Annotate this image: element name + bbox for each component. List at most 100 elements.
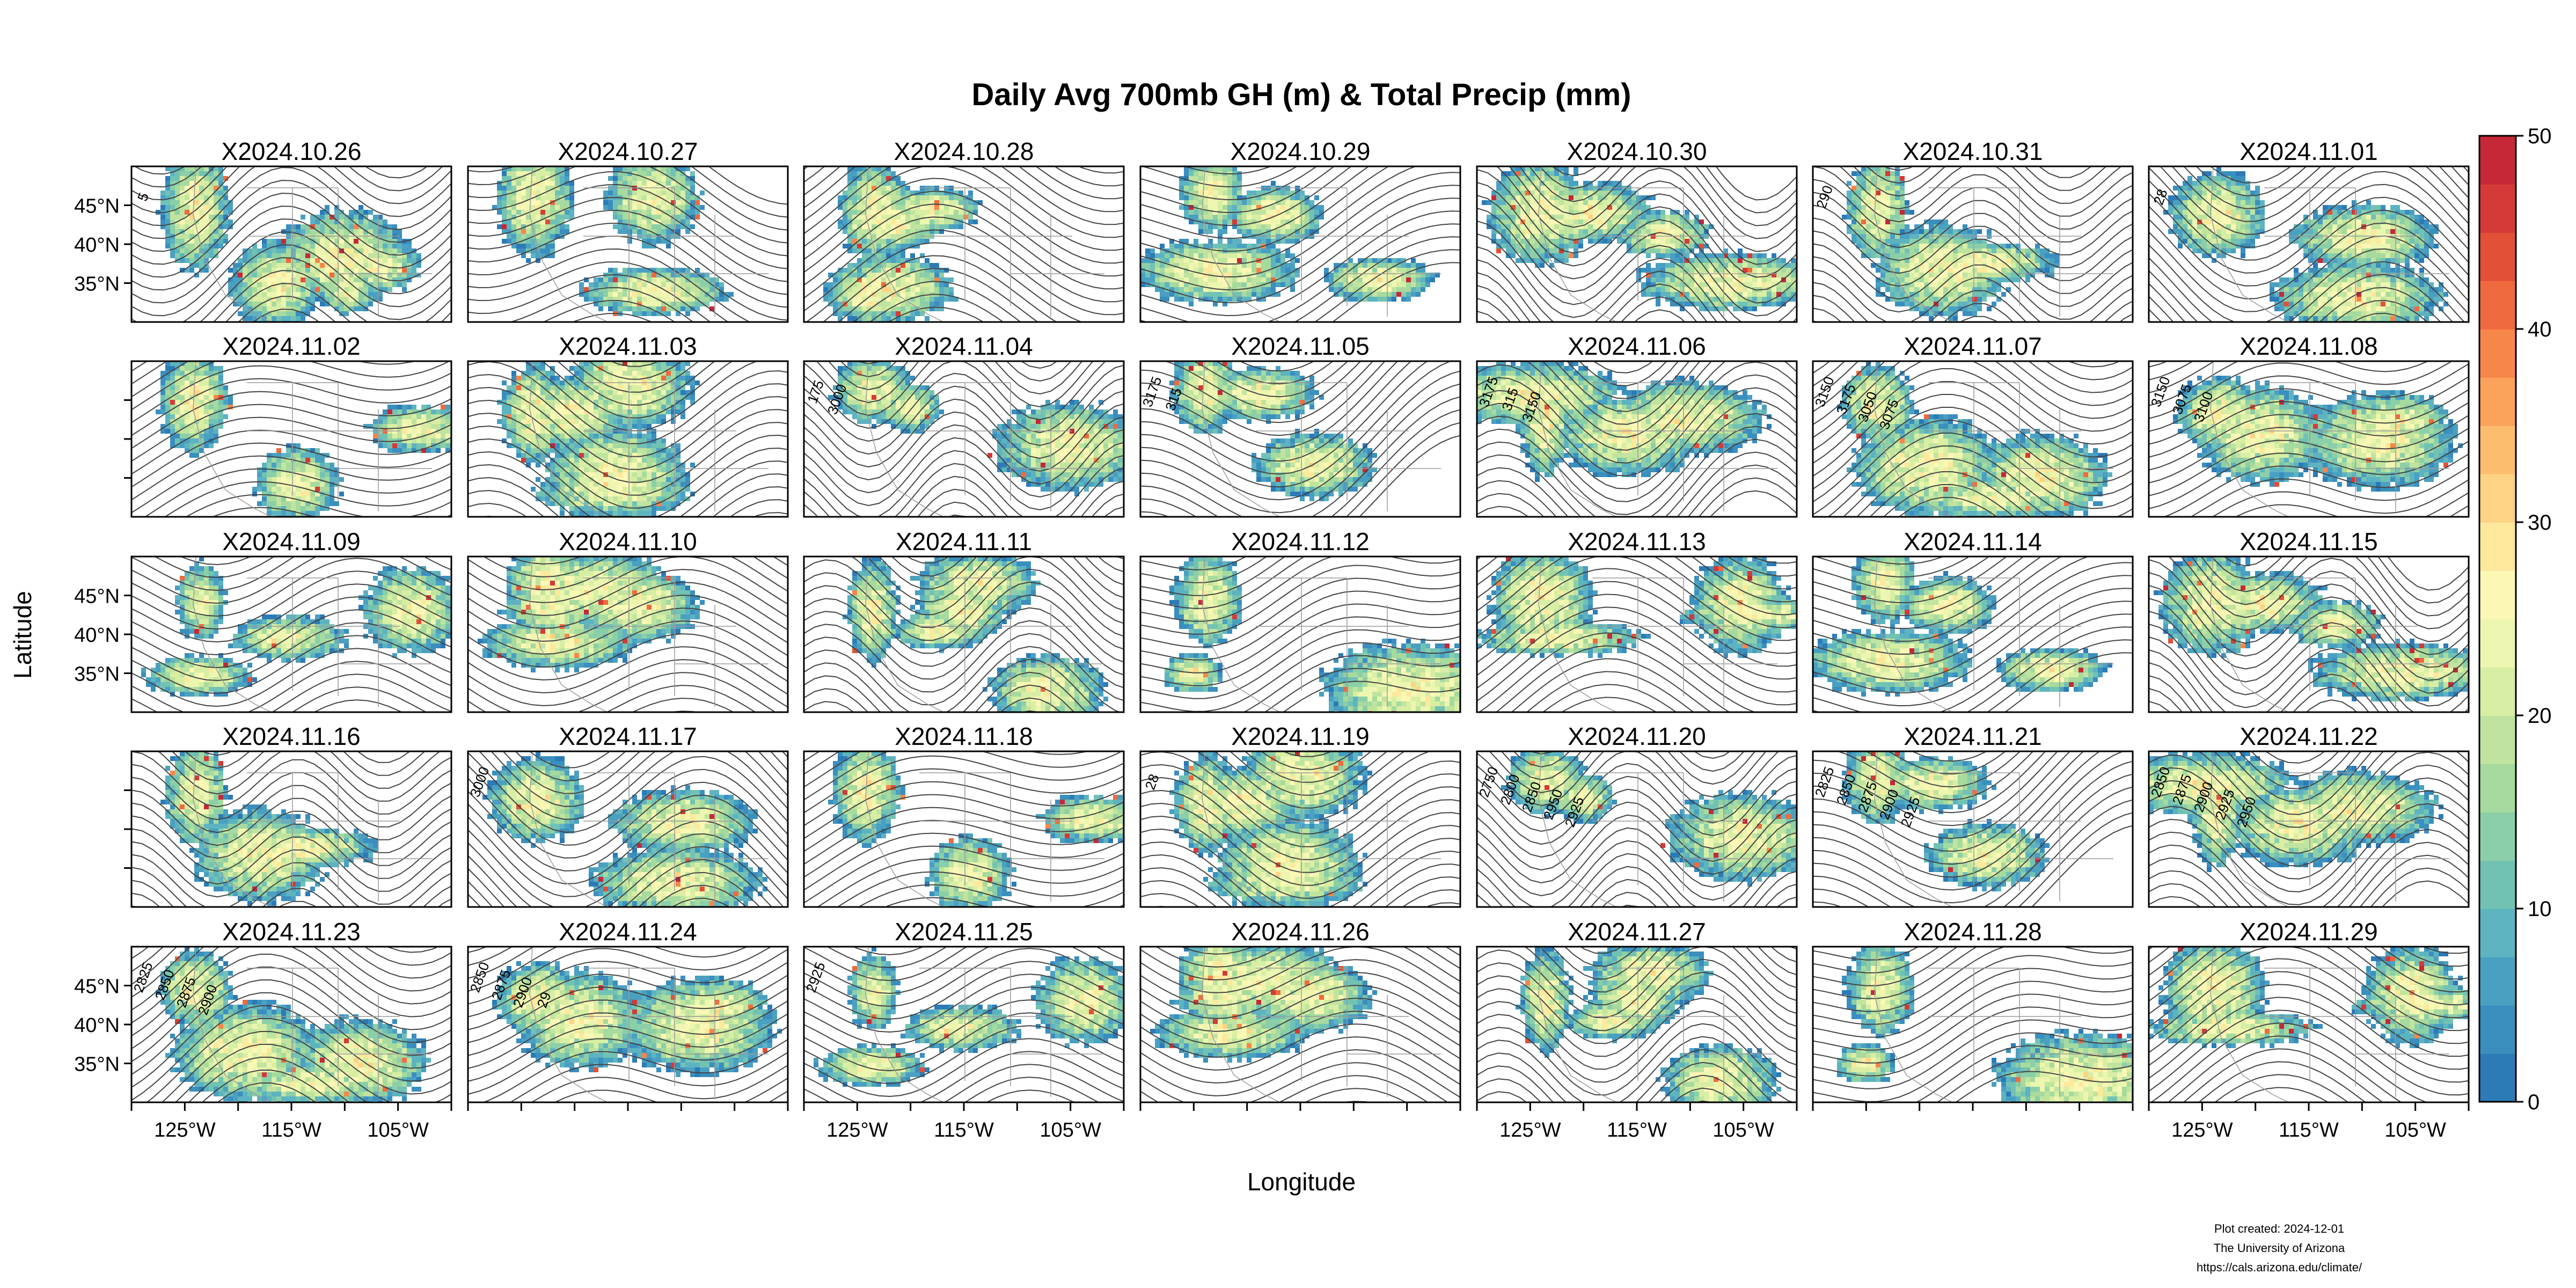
precip-cell — [1743, 263, 1747, 268]
precip-cell — [1665, 287, 1670, 292]
precip-cell — [925, 195, 930, 200]
precip-cell — [1885, 263, 1890, 268]
precip-cell — [1314, 195, 1319, 200]
precip-cell — [637, 166, 642, 171]
precip-cell — [165, 195, 170, 200]
precip-cell — [1851, 224, 1856, 229]
precip-cell — [656, 176, 661, 181]
precip-cell — [204, 248, 209, 253]
precip-cell — [881, 171, 886, 176]
precip-cell — [603, 292, 608, 297]
precip-cell — [656, 292, 661, 297]
precip-cell — [632, 205, 637, 210]
precip-cell — [876, 316, 881, 321]
precip-cell — [1847, 210, 1851, 215]
precip-cell — [1762, 268, 1767, 273]
precip-cell — [550, 244, 555, 248]
precip-cell — [867, 268, 872, 273]
precip-cell — [642, 273, 647, 277]
precip-cell — [1213, 282, 1218, 287]
precip-cell — [310, 306, 315, 311]
precip-cell — [243, 292, 247, 297]
precip-cell — [1482, 200, 1487, 205]
precip-cell — [1496, 181, 1501, 186]
precip-cell — [647, 195, 652, 200]
precip-cell — [647, 302, 652, 306]
precip-cell — [1617, 219, 1622, 224]
precip-cell — [330, 273, 334, 277]
precip-cell — [1660, 229, 1665, 234]
precip-cell — [1924, 292, 1929, 297]
precip-cell — [1208, 200, 1213, 205]
precip-cell — [1549, 263, 1554, 268]
precip-cell — [1880, 229, 1885, 234]
precip-cell — [1747, 297, 1752, 302]
precip-cell — [896, 244, 901, 248]
precip-cell — [555, 191, 560, 195]
precip-cell — [828, 273, 833, 277]
precip-cell — [1491, 210, 1496, 215]
precip-cell — [920, 287, 925, 292]
precip-cell — [1752, 258, 1757, 263]
precip-cell — [383, 253, 387, 258]
precip-cell — [1218, 176, 1223, 181]
precip-cell — [1290, 268, 1295, 273]
precip-cell — [1689, 292, 1694, 297]
precip-cell — [1564, 229, 1569, 234]
precip-cell — [204, 244, 209, 248]
precip-cell — [301, 287, 305, 292]
precip-cell — [709, 292, 714, 297]
precip-cell — [685, 268, 690, 273]
precip-cell — [1227, 244, 1232, 248]
precip-cell — [1757, 263, 1762, 268]
precip-cell — [881, 282, 886, 287]
precip-cell — [1791, 287, 1796, 292]
precip-cell — [862, 263, 867, 268]
precip-cell — [1203, 186, 1208, 191]
precip-cell — [334, 215, 339, 219]
precip-cell — [1237, 253, 1242, 258]
precip-cell — [661, 277, 666, 282]
precip-cell — [1762, 277, 1767, 282]
precip-cell — [594, 297, 598, 302]
precip-cell — [1791, 297, 1796, 302]
precip-cell — [1660, 215, 1665, 219]
precip-cell — [267, 292, 272, 297]
contour-line — [1519, 166, 1797, 239]
precip-cell — [281, 316, 286, 321]
precip-cell — [531, 229, 536, 234]
precip-cell — [1656, 302, 1660, 306]
precip-cell — [867, 171, 872, 176]
precip-cell — [915, 292, 920, 297]
precip-cell — [189, 200, 194, 205]
precip-cell — [1704, 302, 1709, 306]
precip-cell — [685, 224, 690, 229]
precip-cell — [1728, 287, 1733, 292]
contour-line — [468, 196, 788, 282]
precip-cell — [680, 273, 685, 277]
precip-cell — [1656, 273, 1660, 277]
precip-cell — [1733, 277, 1738, 282]
precip-cell — [905, 268, 910, 273]
precip-cell — [272, 253, 276, 258]
precip-cell — [1334, 277, 1338, 282]
precip-cell — [1977, 244, 1982, 248]
precip-cell — [180, 248, 185, 253]
precip-cell — [1627, 248, 1631, 253]
precip-cell — [368, 253, 373, 258]
precip-cell — [1520, 244, 1525, 248]
precip-cell — [680, 224, 685, 229]
precip-cell — [1919, 229, 1924, 234]
precip-cell — [823, 287, 828, 292]
precip-cell — [598, 277, 603, 282]
precip-cell — [1535, 181, 1540, 186]
precip-cell — [1934, 277, 1938, 282]
precip-cell — [690, 297, 695, 302]
precip-cell — [392, 248, 397, 253]
precip-cell — [1387, 258, 1392, 263]
precip-cell — [886, 282, 891, 287]
precip-cell — [1559, 244, 1564, 248]
precip-cell — [685, 273, 690, 277]
precip-cell — [671, 166, 676, 171]
precip-cell — [392, 239, 397, 244]
